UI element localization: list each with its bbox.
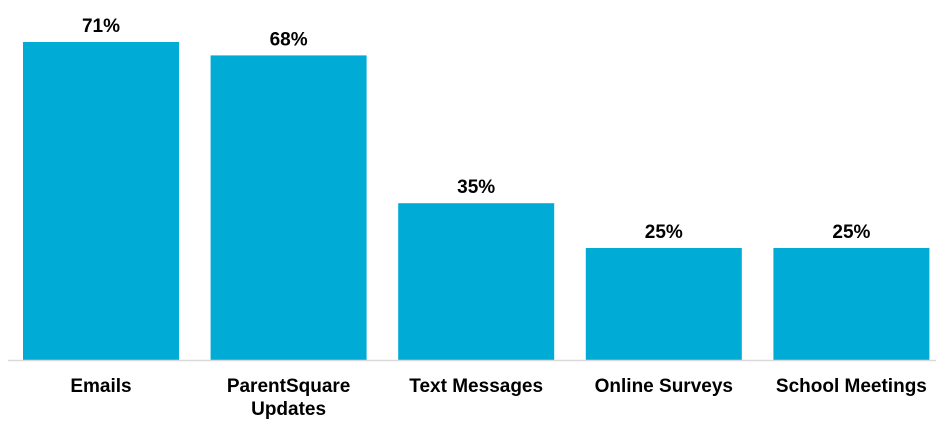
value-label-5: 25%: [832, 222, 870, 243]
category-label-5: School Meetings: [776, 376, 927, 397]
bar-3: [398, 203, 555, 360]
category-label-line: ParentSquare: [227, 376, 351, 397]
bar-4: [585, 248, 742, 360]
bars-group: [23, 42, 930, 361]
category-label-1: Emails: [70, 376, 131, 397]
category-label-3: Text Messages: [409, 376, 543, 397]
category-label-line: Updates: [251, 399, 326, 420]
category-label-line: Online Surveys: [595, 376, 733, 397]
category-labels-group: Emails ParentSquare Updates Text Messages On…: [70, 376, 927, 420]
category-label-2: ParentSquare Updates: [227, 376, 351, 420]
value-label-3: 35%: [457, 177, 495, 198]
bar-1: [23, 42, 179, 360]
category-label-4: Online Surveys: [595, 376, 733, 397]
category-label-line: Text Messages: [409, 376, 543, 397]
value-label-4: 25%: [645, 222, 683, 243]
bar-5: [773, 248, 930, 360]
category-label-line: School Meetings: [776, 376, 927, 397]
value-label-2: 68%: [270, 29, 308, 50]
category-label-line: Emails: [70, 376, 131, 397]
bar-2: [210, 55, 367, 361]
value-label-1: 71%: [82, 16, 120, 37]
value-labels-group: 71% 68% 35% 25% 25%: [82, 16, 871, 243]
